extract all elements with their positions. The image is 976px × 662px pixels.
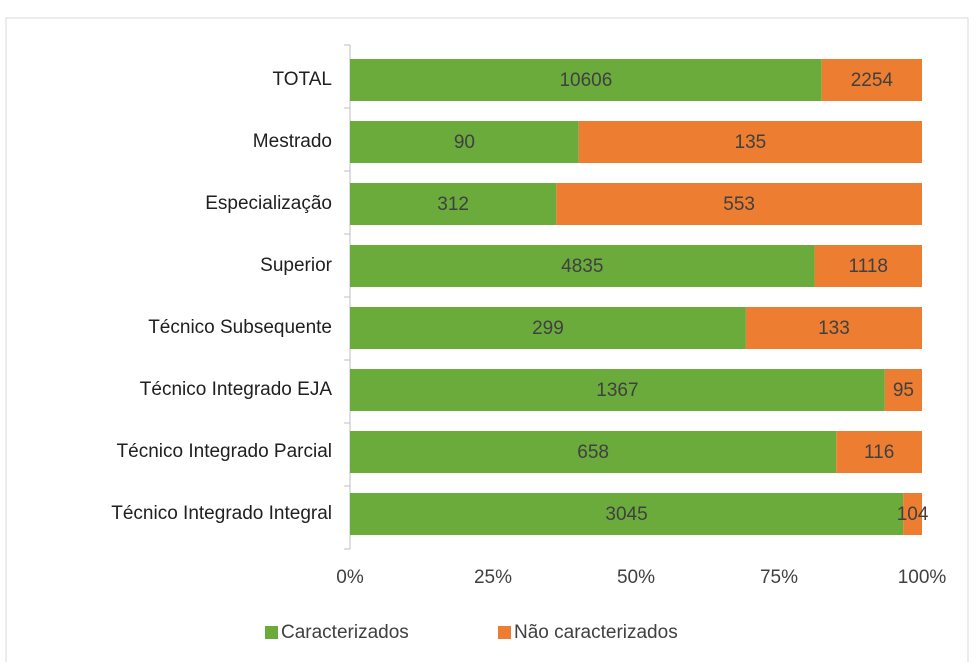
x-tick-label: 100% <box>898 567 947 588</box>
category-label: Técnico Integrado Parcial <box>117 441 332 462</box>
x-tick-label: 50% <box>617 567 655 588</box>
category-label: TOTAL <box>273 69 332 90</box>
data-label: 116 <box>864 442 894 463</box>
data-label: 90 <box>454 132 475 153</box>
x-tick-label: 25% <box>474 567 512 588</box>
data-label: 2254 <box>851 70 894 91</box>
bar-segment <box>836 431 922 473</box>
bar-segment <box>350 183 557 225</box>
data-label: 312 <box>437 194 469 215</box>
bar-segment <box>814 245 922 287</box>
bar-segment <box>350 245 815 287</box>
data-label: 658 <box>577 442 609 463</box>
data-label: 135 <box>735 132 767 153</box>
bar-segment <box>350 59 822 101</box>
category-label: Superior <box>260 255 332 276</box>
bar-segment <box>350 369 885 411</box>
data-label: 95 <box>893 380 914 401</box>
bar-segment <box>578 121 922 163</box>
legend-swatch <box>498 626 511 639</box>
data-label: 299 <box>532 318 564 339</box>
bar-segment <box>556 183 922 225</box>
category-label: Técnico Integrado Integral <box>111 503 332 524</box>
data-label: 3045 <box>605 504 647 525</box>
data-label: 104 <box>897 504 929 525</box>
legend-swatch <box>265 626 278 639</box>
category-label: Especialização <box>205 193 332 214</box>
data-label: 553 <box>723 194 755 215</box>
bar-segment <box>350 307 746 349</box>
bar-segment <box>884 369 922 411</box>
legend-label: Caracterizados <box>281 622 409 643</box>
data-label: 10606 <box>559 70 612 91</box>
data-label: 1118 <box>849 256 888 277</box>
category-label: Técnico Integrado EJA <box>140 379 333 400</box>
data-label: 133 <box>818 318 850 339</box>
bar-segment <box>350 431 837 473</box>
bar-segment <box>350 121 579 163</box>
data-label: 4835 <box>561 256 603 277</box>
data-label: 1367 <box>596 380 638 401</box>
bar-segment <box>350 493 904 535</box>
legend-label: Não caracterizados <box>514 622 678 643</box>
category-label: Técnico Subsequente <box>148 317 332 338</box>
x-tick-label: 0% <box>336 567 364 588</box>
bar-segment <box>745 307 922 349</box>
bar-segment <box>903 493 922 535</box>
x-tick-label: 75% <box>760 567 798 588</box>
bar-segment <box>821 59 922 101</box>
category-label: Mestrado <box>253 131 332 152</box>
